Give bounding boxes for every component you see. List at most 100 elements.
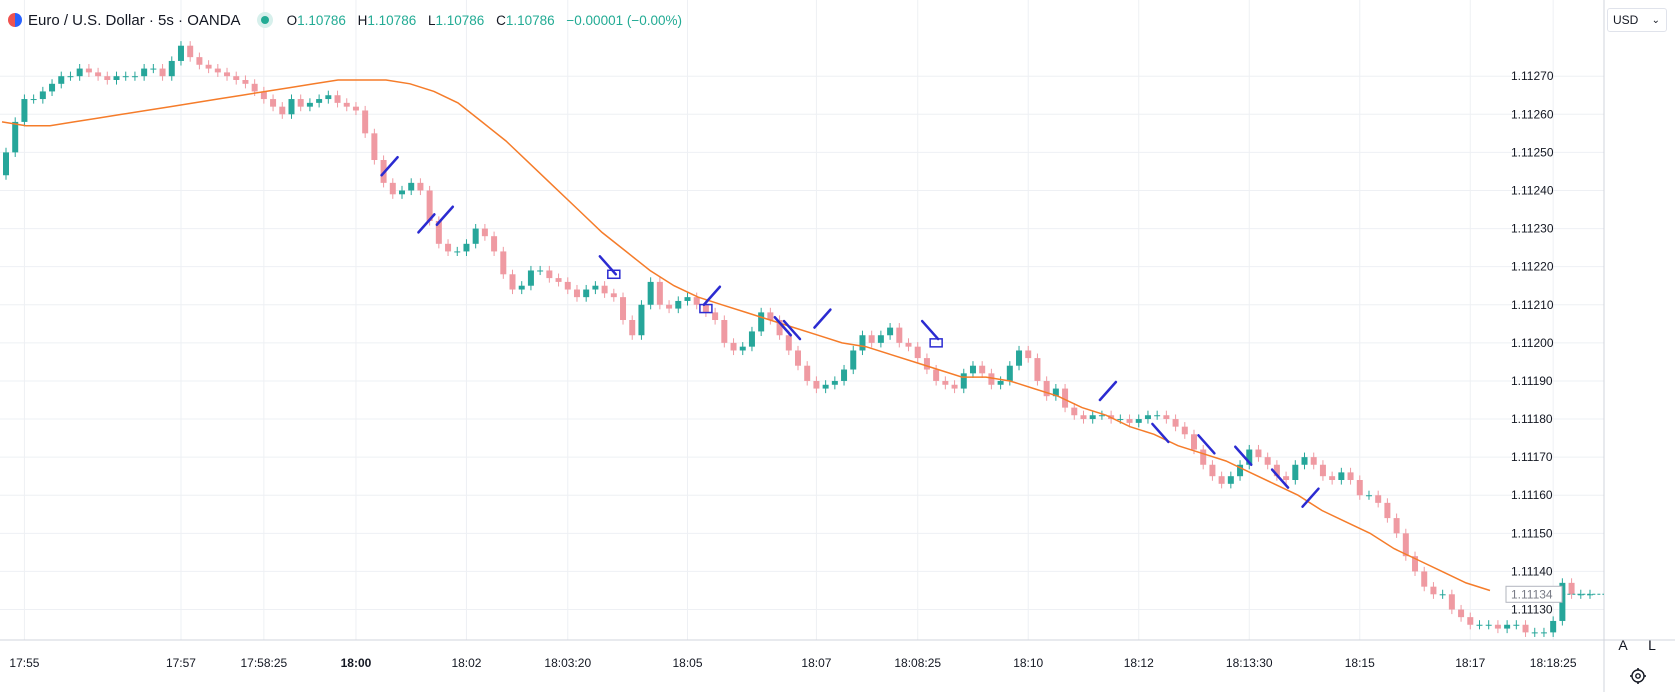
candle-body[interactable] (1144, 415, 1151, 420)
candle-body[interactable] (131, 76, 138, 78)
candle-body[interactable] (1421, 571, 1428, 587)
candle-body[interactable] (1439, 594, 1446, 596)
annotation-stroke[interactable] (598, 255, 618, 276)
candle-body[interactable] (352, 106, 359, 111)
candle-body[interactable] (1356, 480, 1363, 496)
candle-body[interactable] (371, 133, 378, 160)
candle-body[interactable] (1329, 476, 1336, 480)
candle-body[interactable] (629, 320, 636, 336)
candle-body[interactable] (1154, 415, 1161, 417)
candle-body[interactable] (399, 190, 405, 195)
candle-body[interactable] (1375, 495, 1382, 503)
candle-body[interactable] (933, 369, 940, 381)
candle-body[interactable] (1255, 449, 1262, 458)
candle-body[interactable] (67, 76, 74, 78)
candle-body[interactable] (12, 121, 19, 153)
candle-body[interactable] (334, 95, 341, 103)
candle-body[interactable] (1135, 419, 1142, 423)
currency-selector[interactable]: USD ⌄ (1607, 8, 1667, 32)
candle-body[interactable] (1273, 464, 1280, 477)
candle-body[interactable] (1163, 415, 1170, 420)
candle-body[interactable] (1034, 358, 1041, 381)
candle-body[interactable] (1089, 415, 1096, 420)
candle-body[interactable] (104, 76, 111, 80)
candle-body[interactable] (49, 83, 56, 92)
annotation-box[interactable] (929, 338, 943, 348)
candle-body[interactable] (1200, 449, 1207, 465)
candle-body[interactable] (555, 278, 562, 282)
candle-body[interactable] (1006, 365, 1013, 381)
candle-body[interactable] (260, 91, 267, 100)
candle-body[interactable] (1080, 415, 1087, 420)
candle-body[interactable] (914, 346, 921, 359)
auto-scale-button[interactable]: A (1618, 637, 1628, 653)
candle-body[interactable] (905, 342, 912, 347)
gear-icon[interactable] (1628, 665, 1648, 687)
candle-body[interactable] (21, 99, 28, 122)
candle-body[interactable] (1071, 407, 1078, 416)
candle-body[interactable] (841, 369, 848, 381)
candle-body[interactable] (1172, 419, 1179, 427)
candle-body[interactable] (214, 68, 221, 73)
candle-body[interactable] (1430, 586, 1437, 595)
candle-body[interactable] (168, 60, 175, 77)
candle-body[interactable] (739, 346, 746, 351)
candle-body[interactable] (1347, 472, 1354, 480)
candle-body[interactable] (997, 380, 1004, 385)
candle-body[interactable] (454, 251, 461, 253)
candle-body[interactable] (435, 220, 442, 244)
candle-body[interactable] (721, 320, 728, 343)
candle-body[interactable] (159, 68, 166, 77)
candle-body[interactable] (610, 293, 617, 298)
candle-body[interactable] (785, 335, 792, 351)
candle-body[interactable] (583, 289, 590, 298)
candle-body[interactable] (795, 350, 801, 366)
annotation-stroke[interactable] (773, 315, 793, 337)
candle-body[interactable] (417, 182, 424, 191)
candle-body[interactable] (1218, 476, 1225, 484)
candle-body[interactable] (518, 285, 525, 290)
candle-body[interactable] (491, 236, 498, 252)
candle-body[interactable] (426, 190, 433, 221)
candle-body[interactable] (150, 68, 157, 70)
candle-body[interactable] (30, 99, 37, 101)
candle-body[interactable] (1052, 388, 1059, 397)
candle-body[interactable] (389, 182, 396, 195)
candle-body[interactable] (537, 270, 544, 272)
candle-body[interactable] (58, 76, 65, 84)
candle-body[interactable] (316, 99, 323, 103)
candle-body[interactable] (859, 335, 866, 351)
candle-body[interactable] (896, 327, 903, 343)
annotation-stroke[interactable] (435, 205, 455, 227)
candle-body[interactable] (1246, 449, 1253, 465)
annotation-stroke[interactable] (920, 319, 940, 341)
candle-body[interactable] (592, 285, 599, 290)
candle-body[interactable] (831, 380, 838, 385)
candle-body[interactable] (684, 297, 691, 301)
candle-body[interactable] (1126, 419, 1133, 423)
candle-body[interactable] (813, 380, 820, 389)
annotation-stroke[interactable] (1301, 487, 1320, 508)
candle-body[interactable] (656, 281, 663, 305)
candle-body[interactable] (620, 297, 627, 320)
candle-body[interactable] (362, 110, 369, 134)
candle-body[interactable] (270, 99, 277, 107)
candle-body[interactable] (712, 312, 719, 320)
candle-body[interactable] (288, 99, 295, 115)
candle-body[interactable] (224, 72, 231, 77)
candle-body[interactable] (776, 320, 783, 336)
candle-body[interactable] (279, 106, 286, 115)
annotation-stroke[interactable] (1234, 445, 1253, 467)
candle-body[interactable] (251, 83, 258, 92)
candle-body[interactable] (693, 297, 700, 305)
candle-body[interactable] (1016, 350, 1023, 366)
candle-body[interactable] (1504, 624, 1511, 629)
candle-body[interactable] (1227, 476, 1234, 484)
candle-body[interactable] (205, 64, 212, 69)
candle-body[interactable] (923, 358, 930, 370)
candle-body[interactable] (122, 76, 129, 78)
candle-body[interactable] (3, 152, 9, 176)
candle-body[interactable] (141, 68, 148, 77)
candle-body[interactable] (1025, 350, 1032, 359)
